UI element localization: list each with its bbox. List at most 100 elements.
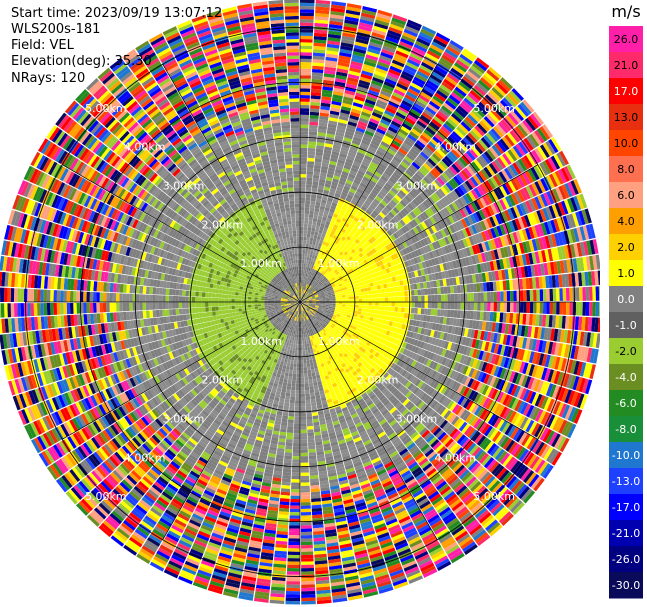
velocity-gate <box>302 298 305 301</box>
velocity-gate <box>370 212 377 219</box>
velocity-gate <box>492 215 500 226</box>
velocity-gate <box>390 247 397 254</box>
velocity-gate <box>401 307 405 313</box>
velocity-gate <box>314 270 318 274</box>
velocity-gate <box>341 143 351 149</box>
velocity-gate <box>339 112 350 118</box>
velocity-gate <box>402 67 416 76</box>
velocity-gate <box>313 281 317 285</box>
velocity-gate <box>380 264 386 270</box>
velocity-gate <box>364 267 369 273</box>
velocity-gate <box>467 203 476 214</box>
velocity-gate <box>426 50 441 60</box>
velocity-gate <box>304 295 308 299</box>
velocity-gate <box>303 286 305 290</box>
velocity-gate <box>302 299 306 302</box>
velocity-gate <box>546 262 552 275</box>
velocity-gate <box>319 282 323 286</box>
velocity-gate <box>374 22 389 30</box>
velocity-gate <box>394 223 401 231</box>
velocity-gate <box>336 249 341 254</box>
velocity-gate <box>536 263 542 276</box>
velocity-gate <box>323 149 332 155</box>
velocity-gate <box>380 200 388 207</box>
velocity-gate <box>342 304 346 307</box>
velocity-gate <box>354 279 359 284</box>
velocity-gate <box>306 292 309 296</box>
velocity-gate <box>436 221 444 230</box>
velocity-gate <box>417 269 422 277</box>
velocity-gate <box>417 289 422 296</box>
velocity-gate <box>346 235 352 241</box>
velocity-gate <box>432 38 447 48</box>
velocity-gate <box>355 202 363 209</box>
velocity-gate <box>300 295 301 300</box>
velocity-gate <box>483 150 494 163</box>
velocity-gate <box>395 204 403 212</box>
velocity-gate <box>569 287 573 301</box>
velocity-gate <box>399 242 405 250</box>
velocity-gate <box>395 214 402 222</box>
velocity-gate <box>340 146 350 152</box>
velocity-gate <box>327 236 333 241</box>
velocity-gate <box>434 294 438 302</box>
velocity-gate <box>418 94 430 103</box>
velocity-gate <box>361 108 373 115</box>
velocity-gate <box>308 285 312 290</box>
velocity-gate <box>388 68 401 77</box>
velocity-gate <box>592 255 598 270</box>
velocity-gate <box>419 282 424 289</box>
velocity-gate <box>333 280 338 285</box>
velocity-gate <box>339 51 352 58</box>
velocity-gate <box>325 298 330 301</box>
velocity-gate <box>508 220 516 233</box>
velocity-gate <box>362 272 368 278</box>
velocity-gate <box>339 194 347 200</box>
velocity-gate <box>363 259 368 265</box>
velocity-gate <box>347 309 352 313</box>
velocity-gate <box>389 123 400 131</box>
velocity-gate <box>322 299 326 301</box>
velocity-gate <box>300 282 302 287</box>
velocity-gate <box>338 212 345 218</box>
velocity-gate <box>442 262 448 271</box>
velocity-gate <box>329 187 337 193</box>
velocity-gate <box>345 83 357 90</box>
velocity-gate <box>314 22 329 28</box>
velocity-gate <box>495 213 503 225</box>
velocity-gate <box>399 235 405 243</box>
velocity-gate <box>320 258 325 263</box>
velocity-gate <box>471 161 481 172</box>
velocity-gate <box>524 170 534 184</box>
velocity-gate <box>310 275 314 279</box>
velocity-gate <box>362 105 374 112</box>
velocity-gate <box>337 159 346 165</box>
velocity-gate <box>448 94 461 105</box>
velocity-gate <box>385 251 391 258</box>
velocity-gate <box>541 250 547 263</box>
velocity-gate <box>366 149 376 156</box>
velocity-gate <box>337 122 347 128</box>
velocity-gate <box>550 155 561 170</box>
velocity-gate <box>434 302 438 309</box>
velocity-gate <box>543 262 549 276</box>
velocity-gate <box>592 286 596 301</box>
velocity-gate <box>312 217 318 222</box>
velocity-gate <box>372 281 377 287</box>
velocity-gate <box>387 71 400 80</box>
velocity-gate <box>455 173 465 184</box>
velocity-gate <box>409 278 414 285</box>
velocity-gate <box>430 194 438 203</box>
velocity-gate <box>417 137 428 146</box>
velocity-gate <box>318 119 329 124</box>
velocity-gate <box>394 302 399 307</box>
velocity-gate <box>314 19 329 24</box>
velocity-gate <box>318 212 324 217</box>
velocity-gate <box>349 238 355 244</box>
velocity-gate <box>387 243 394 250</box>
velocity-gate <box>391 158 400 167</box>
velocity-gate <box>427 226 435 235</box>
velocity-gate <box>311 268 315 273</box>
velocity-gate <box>310 101 321 106</box>
velocity-gate <box>316 290 321 294</box>
